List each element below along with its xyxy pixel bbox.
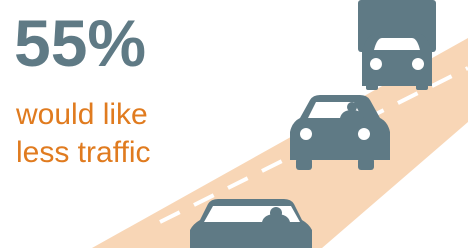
truck-icon — [358, 0, 436, 90]
car-icon — [190, 199, 312, 248]
stat-value: 55% — [14, 6, 146, 80]
infographic: 55% would like less traffic — [0, 0, 468, 248]
page: 55% would like less traffic (() => { con… — [0, 0, 468, 248]
stat-caption: less traffic — [16, 136, 151, 169]
stat-caption: would like — [15, 98, 148, 131]
